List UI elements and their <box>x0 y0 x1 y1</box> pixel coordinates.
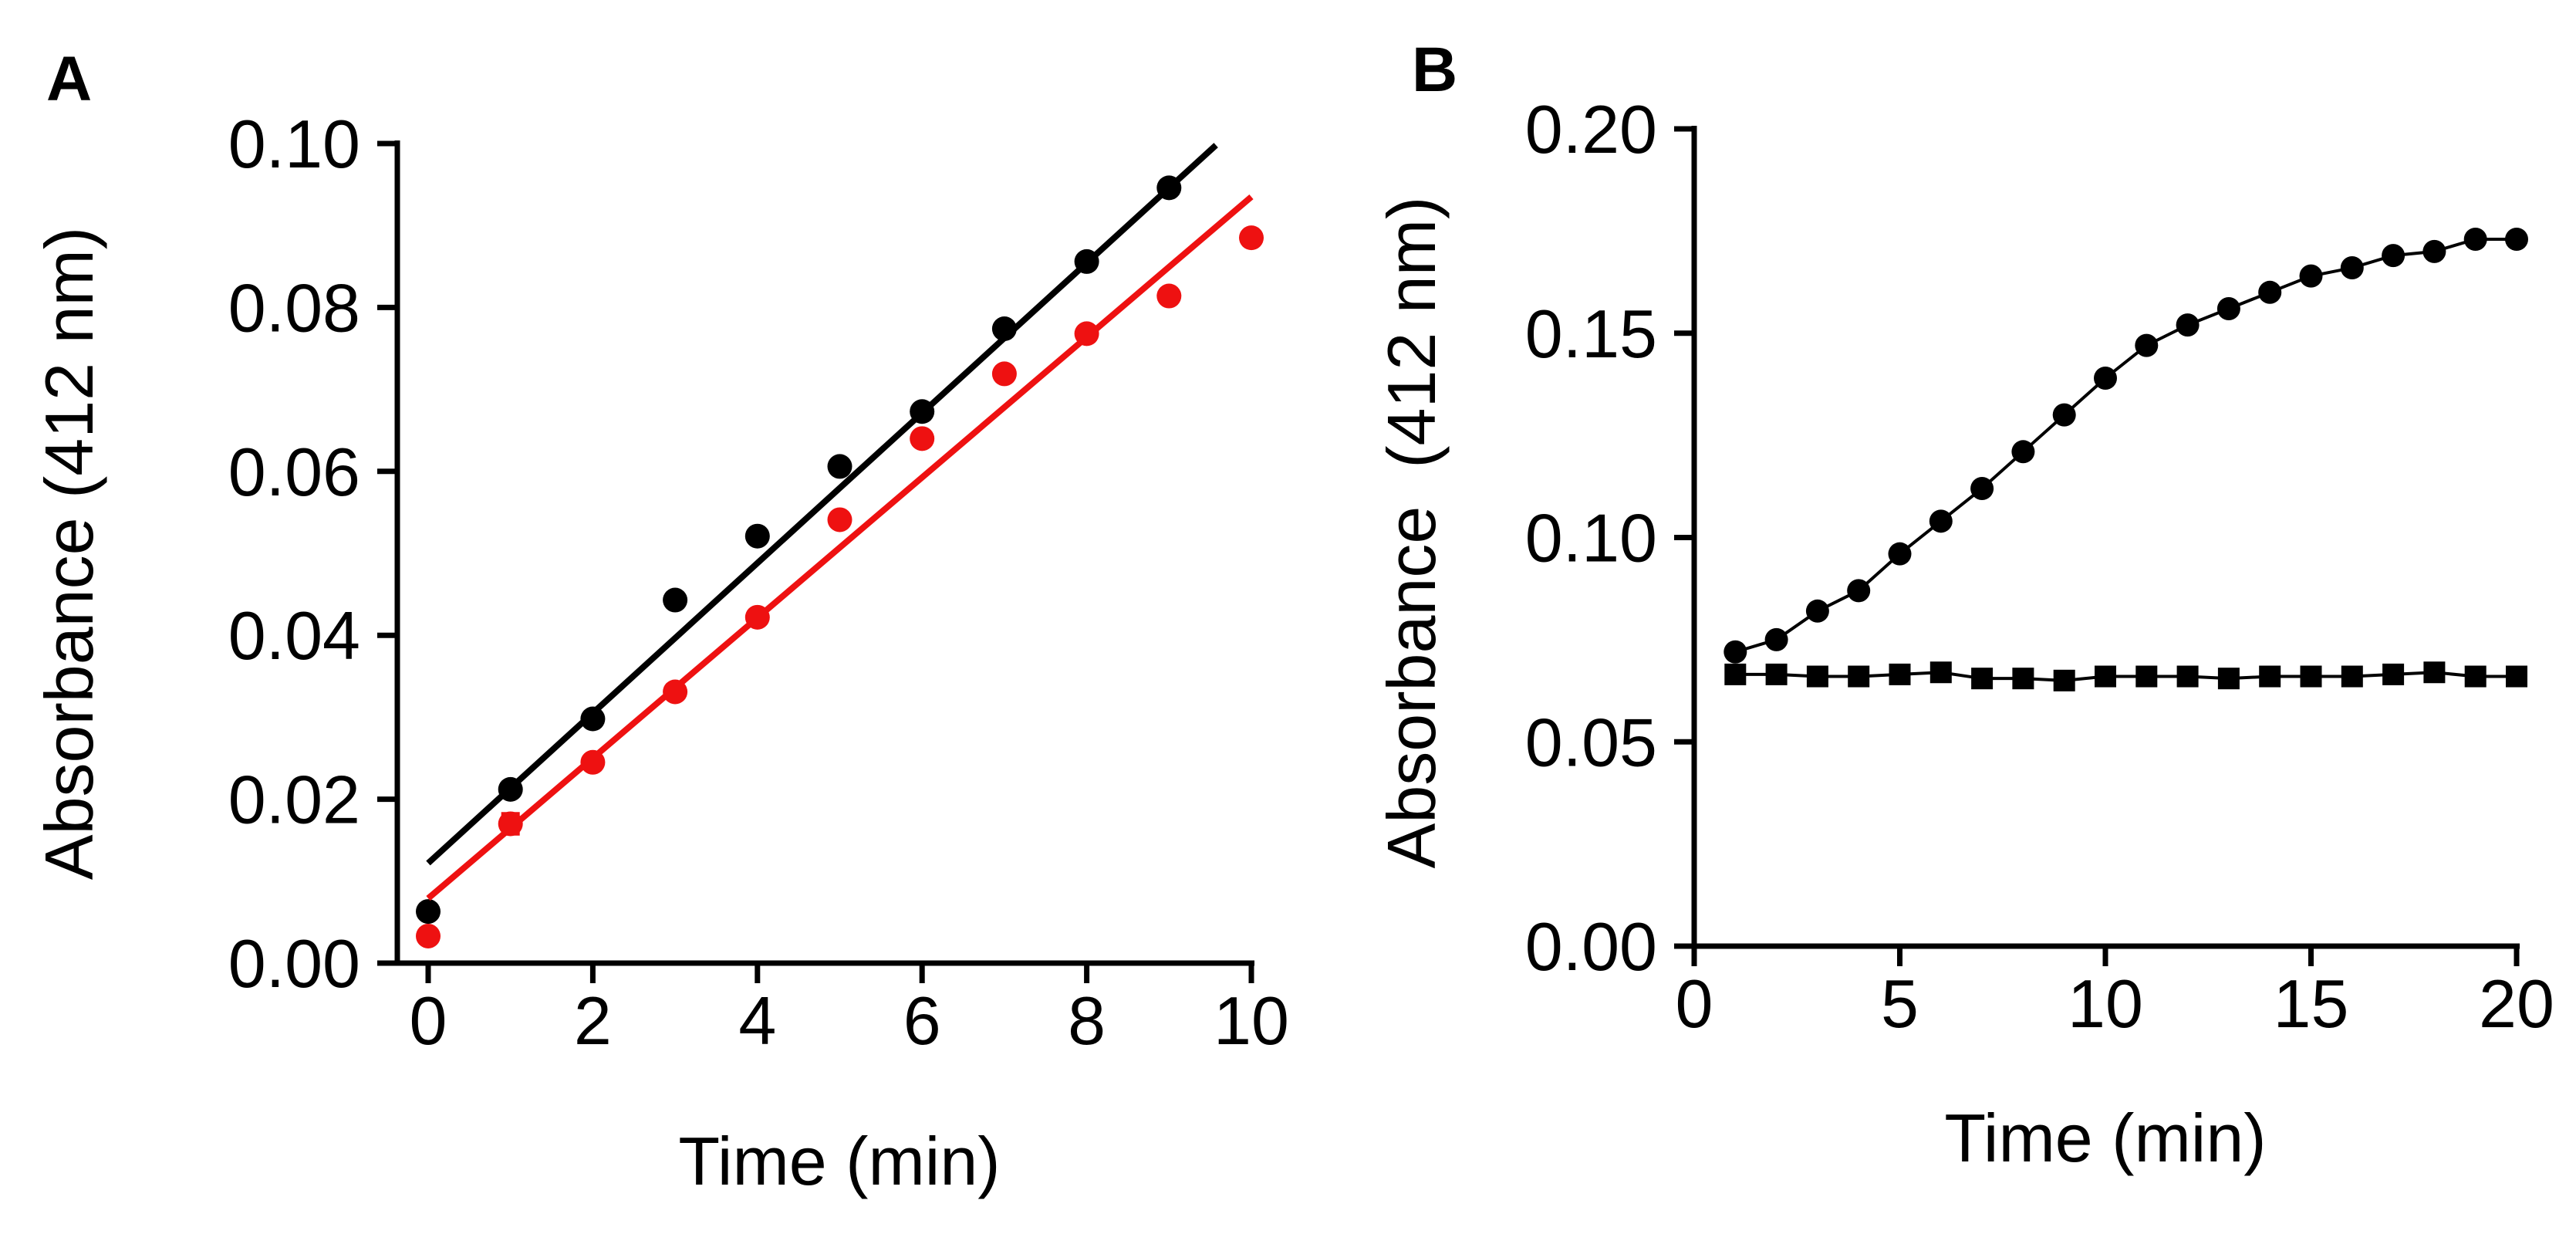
panel-a-x-tick-label: 4 <box>738 982 776 1059</box>
panel-a-y-tick-label: 0.02 <box>228 762 360 838</box>
panel-a-red-point <box>1156 283 1182 309</box>
panel-b-x-tick-label: 15 <box>2274 965 2349 1042</box>
panel-b-x-tick-label: 0 <box>1676 965 1713 1042</box>
panel-b-x-tick-label: 5 <box>1881 965 1919 1042</box>
panel-b-circles-point <box>2422 239 2446 263</box>
panel-b-squares-point <box>1929 661 1952 684</box>
panel-b-squares-point <box>2012 668 2034 690</box>
panel-a-black-point <box>416 899 441 925</box>
panel-b-circles-point <box>1805 599 1829 623</box>
panel-b-circles-point <box>2340 256 2364 280</box>
panel-a-x-tick-label: 10 <box>1214 982 1289 1059</box>
panel-b-circles-point <box>2176 313 2200 337</box>
panel-b-y-tick-label: 0.15 <box>1525 296 1657 372</box>
panel-b-circles-point <box>2216 296 2240 320</box>
panel-b-squares-point <box>1848 665 1870 688</box>
panel-b-squares-point <box>2382 663 2405 685</box>
panel-b-squares-point <box>2176 665 2199 688</box>
panel-b-y-tick-label: 0.20 <box>1525 91 1657 167</box>
panel-a-black-point <box>580 706 606 732</box>
panel-a-red-point <box>580 749 606 775</box>
panel-b-circles-point <box>2052 403 2076 427</box>
panel-b-squares-point <box>1971 668 1994 690</box>
panel-b-circles-point <box>1970 476 1994 500</box>
panel-b: B Absorbance (412 nm) Time (min) 0 5 10 15 2… <box>1373 35 2554 1176</box>
panel-a-y-tick-label: 0.06 <box>228 434 360 510</box>
panel-b-letter: B <box>1412 35 1457 105</box>
panel-a-x-tick-label: 6 <box>903 982 941 1059</box>
panel-a-red-point <box>1074 321 1099 347</box>
panel-a-black-fit-line <box>426 143 1218 866</box>
panel-a-y-tick-label: 0.04 <box>228 597 360 674</box>
panel-a: A Absorbance (412 nm) Time (min) 0 2 4 6 8 10… <box>31 44 1289 1199</box>
panel-b-y-tick-label: 0.10 <box>1525 500 1657 576</box>
panel-a-y-tick-label: 0.08 <box>228 269 360 346</box>
panel-b-circles-point <box>1724 640 1747 664</box>
panel-a-red-point <box>910 426 935 451</box>
panel-a-y-tick-label: 0.00 <box>228 925 360 1002</box>
panel-b-x-tick-label: 20 <box>2479 965 2554 1042</box>
panel-b-squares-point <box>2095 665 2116 688</box>
panel-b-squares-point <box>2423 661 2446 684</box>
panel-a-black-point <box>1074 248 1099 274</box>
panel-a-black-point <box>663 587 688 613</box>
panel-a-letter: A <box>46 44 92 114</box>
panel-a-red-point <box>416 923 441 948</box>
panel-a-red-point <box>663 679 688 705</box>
panel-b-squares-point <box>1889 663 1911 685</box>
panel-b-circles-point <box>1764 627 1788 651</box>
panel-a-y-axis-title: Absorbance (412 nm) <box>31 227 107 880</box>
panel-a-x-tick-label: 8 <box>1068 982 1106 1059</box>
panel-b-squares-point <box>2135 665 2158 688</box>
panel-a-black-point <box>991 316 1017 342</box>
panel-b-circles-point <box>1847 579 1871 603</box>
panel-a-black-point <box>910 399 935 424</box>
panel-a-black-point <box>827 454 852 479</box>
panel-b-squares-point <box>2341 665 2363 688</box>
panel-b-circles-point <box>2258 280 2282 304</box>
panel-b-squares-point <box>1806 665 1828 688</box>
panel-b-y-tick-label: 0.05 <box>1525 704 1657 780</box>
panel-a-x-tick-label: 0 <box>410 982 447 1059</box>
panel-b-circles-point <box>2382 244 2406 268</box>
panel-a-red-point <box>498 811 523 837</box>
panel-b-squares-point <box>2259 665 2281 688</box>
panel-b-circles-point <box>2463 227 2487 251</box>
panel-b-x-tick-label: 10 <box>2068 965 2143 1042</box>
panel-b-circles-point <box>1888 542 1912 566</box>
panel-a-red-point <box>991 361 1017 387</box>
panel-a-black-point <box>498 776 523 802</box>
panel-b-squares-point <box>1724 663 1747 685</box>
panel-b-squares-point <box>2506 665 2527 688</box>
panel-b-y-axis-title: Absorbance (412 nm) <box>1373 197 1450 869</box>
panel-b-y-tick-label: 0.00 <box>1525 908 1657 985</box>
panel-b-circles-point <box>2135 333 2159 357</box>
panel-a-red-point <box>827 507 852 532</box>
panel-b-x-axis-title: Time (min) <box>1944 1100 2266 1176</box>
panel-a-red-fit-line <box>426 194 1254 901</box>
panel-b-circles-point <box>2011 440 2035 464</box>
panel-b-squares-point <box>2464 665 2487 688</box>
panel-b-squares-point <box>2217 668 2240 690</box>
panel-a-black-point <box>1156 175 1182 201</box>
panel-b-squares-point <box>2300 665 2322 688</box>
panel-a-x-axis-title: Time (min) <box>678 1123 1000 1199</box>
panel-b-circles-point <box>2505 227 2528 251</box>
panel-a-red-point <box>1239 225 1264 251</box>
panel-b-squares-point <box>1765 663 1788 685</box>
panel-a-y-tick-label: 0.10 <box>228 106 360 182</box>
panel-b-squares-point <box>2053 669 2075 691</box>
panel-b-circles-point <box>2094 366 2117 390</box>
panel-a-red-point <box>744 604 770 630</box>
panel-a-black-point <box>744 523 770 549</box>
panel-a-x-tick-label: 2 <box>574 982 612 1059</box>
panel-b-circles-point <box>1929 509 1953 533</box>
panel-b-circles-point <box>2299 264 2323 288</box>
